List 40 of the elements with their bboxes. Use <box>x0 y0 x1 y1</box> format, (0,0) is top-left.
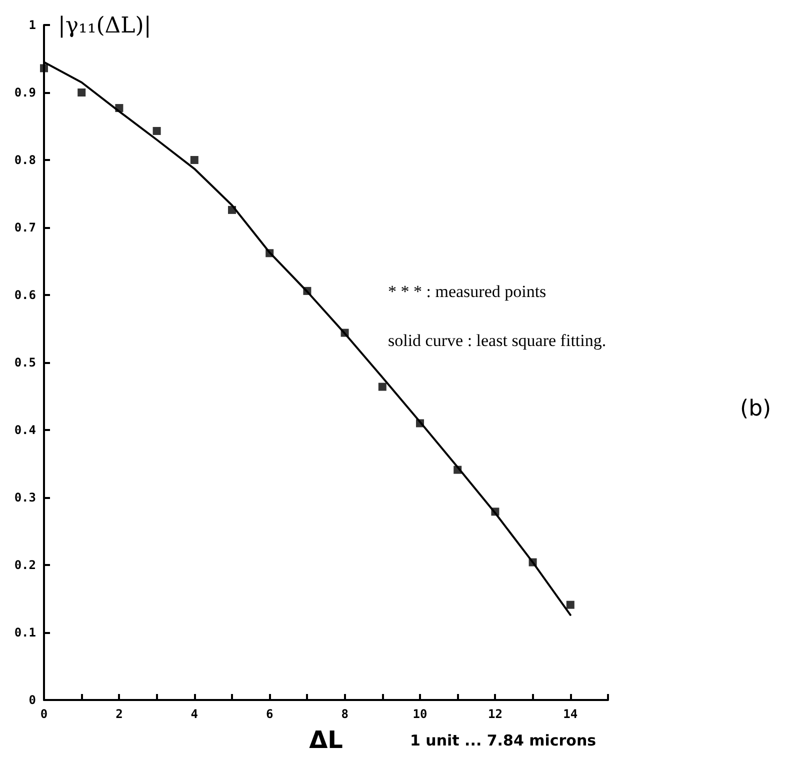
annotation: solid curve : least square fitting. <box>388 331 606 350</box>
point <box>528 558 537 566</box>
point <box>190 156 198 164</box>
x-tick-label: 6 <box>266 707 274 721</box>
x-tick-label: 14 <box>563 707 578 721</box>
point <box>416 419 424 428</box>
y-tick-label: 0.4 <box>14 423 36 437</box>
point <box>303 286 312 295</box>
y-tick-label: 1 <box>28 18 36 32</box>
x-axis-title: ΔL <box>309 726 343 754</box>
y-tick-label: 0 <box>28 693 36 707</box>
text: 1 unit ... 7.84 microns <box>410 732 596 750</box>
point <box>566 600 574 609</box>
annotation: * * * : measured points <box>388 282 546 301</box>
y-tick-label: 0.3 <box>14 490 36 504</box>
y-tick-label: 0.7 <box>14 220 36 234</box>
x-tick-label: 2 <box>116 707 123 721</box>
point <box>454 466 462 474</box>
point <box>340 328 349 337</box>
point <box>78 88 86 96</box>
y-tick-label: 0.5 <box>14 356 36 370</box>
point <box>40 64 48 72</box>
y-tick-label: 0.6 <box>14 288 36 302</box>
x-tick-label: 10 <box>412 707 428 721</box>
y-axis-title: |γ₁₁(ΔL)| <box>58 14 152 38</box>
point <box>228 206 236 214</box>
point <box>152 126 161 135</box>
x-tick-label: 12 <box>488 707 502 721</box>
y-tick-label: 0.1 <box>14 626 36 640</box>
y-tick-label: 0.8 <box>14 153 36 167</box>
point <box>378 382 386 391</box>
y-tick-label: 0.2 <box>14 558 36 572</box>
text: (b) <box>740 396 772 422</box>
point <box>115 104 124 112</box>
point <box>491 508 500 516</box>
x-tick-label: 0 <box>40 707 48 721</box>
point <box>266 249 274 258</box>
y-tick-label: 0.9 <box>14 86 36 100</box>
x-tick-label: 4 <box>190 707 198 721</box>
x-tick-label: 8 <box>341 707 348 721</box>
